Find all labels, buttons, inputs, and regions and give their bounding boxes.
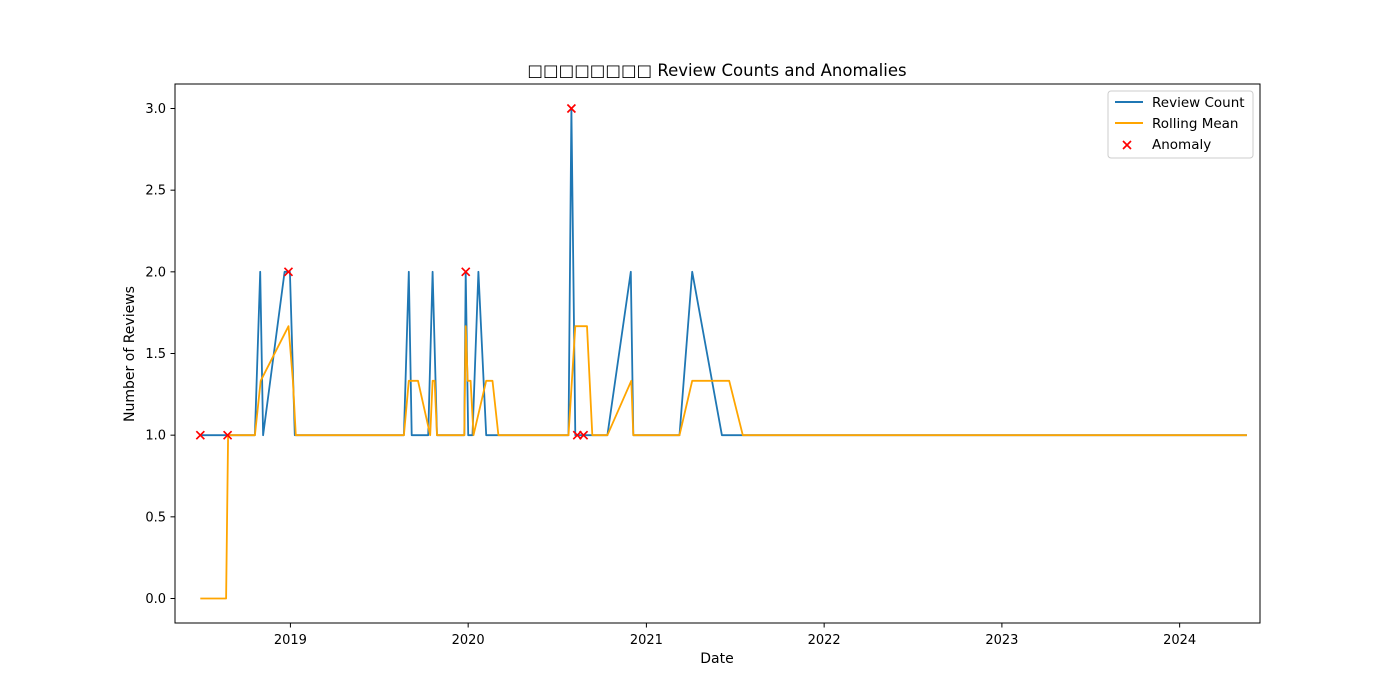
series-layer xyxy=(195,103,1247,600)
legend-label-review-count: Review Count xyxy=(1152,95,1245,111)
legend-box xyxy=(1107,90,1254,159)
anomaly-point xyxy=(566,103,577,114)
y-tick-label: 3.0 xyxy=(145,102,166,117)
y-tick-label: 2.5 xyxy=(145,184,166,199)
x-tick-label: 2024 xyxy=(1163,633,1196,648)
y-axis: 0.0 0.5 1.0 1.5 2.0 2.5 3.0 xyxy=(145,102,175,607)
x-tick-label: 2019 xyxy=(274,633,307,648)
anomaly-point xyxy=(222,430,233,440)
anomaly-point xyxy=(283,267,294,277)
y-tick-label: 2.0 xyxy=(145,265,166,280)
series-line-rolling-mean xyxy=(200,325,1247,600)
y-tick-label: 1.5 xyxy=(145,347,166,362)
y-tick-label: 0.5 xyxy=(145,510,166,525)
x-tick-label: 2023 xyxy=(985,633,1018,648)
anomaly-point xyxy=(195,430,205,440)
legend-swatch-anomaly xyxy=(1122,140,1132,150)
x-tick-label: 2021 xyxy=(630,633,663,648)
y-axis-label: Number of Reviews xyxy=(122,286,138,422)
x-axis: 2019 2020 2021 2022 2023 2024 xyxy=(274,623,1196,648)
y-tick-label: 0.0 xyxy=(145,592,166,607)
plot-area xyxy=(174,83,1261,624)
x-tick-label: 2020 xyxy=(452,633,485,648)
chart-title: □□□□□□□□ Review Counts and Anomalies xyxy=(527,61,906,80)
plot-frame xyxy=(174,83,1261,624)
legend-label-rolling-mean: Rolling Mean xyxy=(1152,116,1238,132)
y-tick-label: 1.0 xyxy=(145,429,166,444)
legend: Review Count Rolling Mean Anomaly xyxy=(1107,90,1254,159)
anomaly-point xyxy=(578,430,589,440)
x-axis-label: Date xyxy=(700,651,733,667)
x-tick-label: 2022 xyxy=(808,633,841,648)
anomaly-point xyxy=(461,267,471,277)
legend-label-anomaly: Anomaly xyxy=(1152,137,1211,153)
